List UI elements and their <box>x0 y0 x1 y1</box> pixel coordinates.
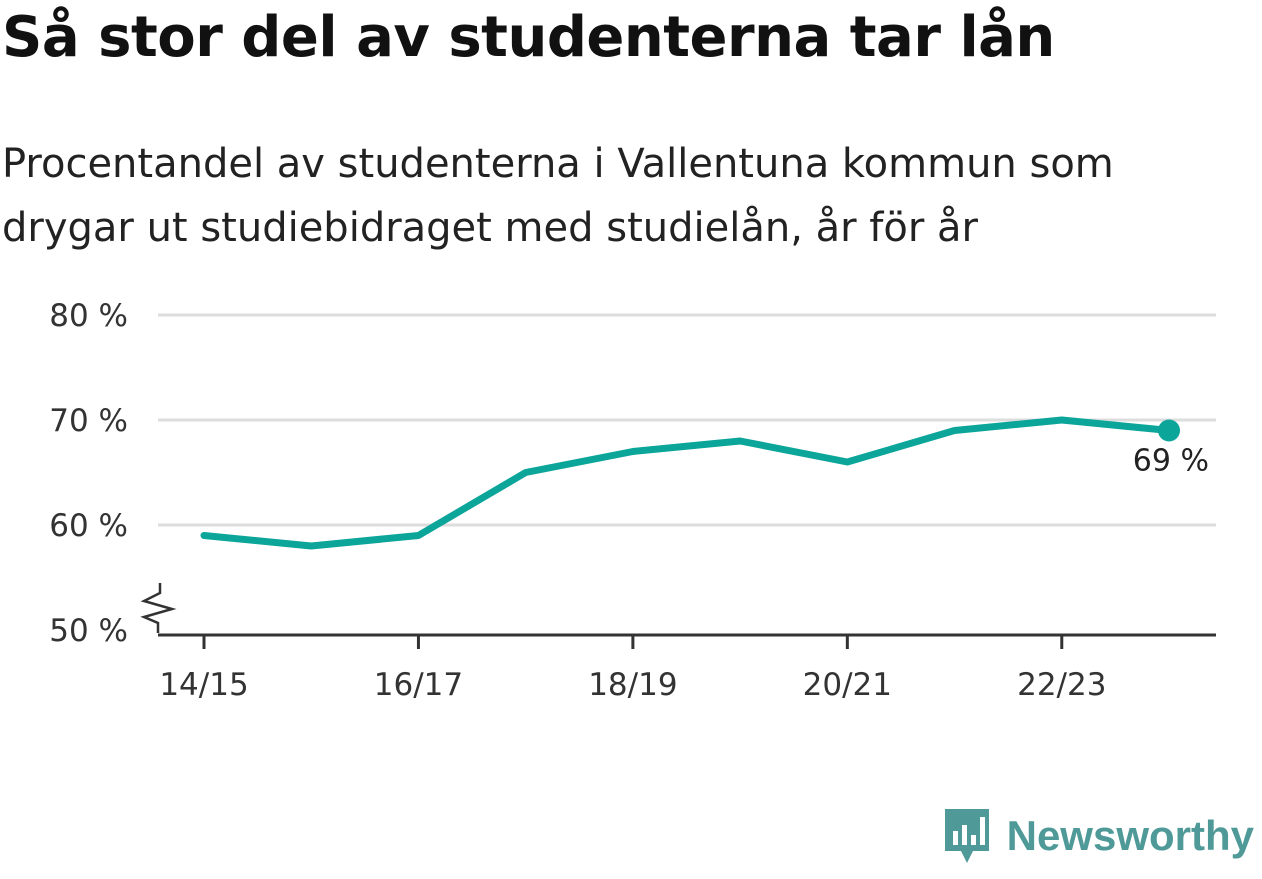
x-tick-label: 14/15 <box>159 667 248 703</box>
brand-name: Newsworthy <box>1006 812 1254 859</box>
end-point <box>1158 419 1180 442</box>
series-line <box>200 416 1173 550</box>
chart-title: Så stor del av studenterna tar lån <box>2 5 1055 70</box>
y-tick-label: 70 % <box>49 403 128 439</box>
x-tick-label: 16/17 <box>374 667 463 703</box>
axis-break-icon <box>140 583 177 633</box>
y-axis: 50 % 60 % 70 % 80 % <box>49 298 128 649</box>
chart-subtitle: Procentandel av studenterna i Vallentuna… <box>2 141 1114 251</box>
series-layer: 69 % <box>200 416 1209 550</box>
y-tick-label: 50 % <box>49 613 128 649</box>
y-tick-label: 60 % <box>49 508 128 544</box>
x-tick-label: 18/19 <box>588 667 677 703</box>
end-value-label: 69 % <box>1133 444 1209 479</box>
brand-logo: Newsworthy <box>943 807 1254 865</box>
y-tick-label: 80 % <box>49 298 128 334</box>
x-tick-label: 20/21 <box>803 667 892 703</box>
x-tick-label: 22/23 <box>1017 667 1106 703</box>
x-axis: 14/15 16/17 18/19 20/21 22/23 <box>140 583 1216 703</box>
newsworthy-logo-icon <box>944 809 989 863</box>
